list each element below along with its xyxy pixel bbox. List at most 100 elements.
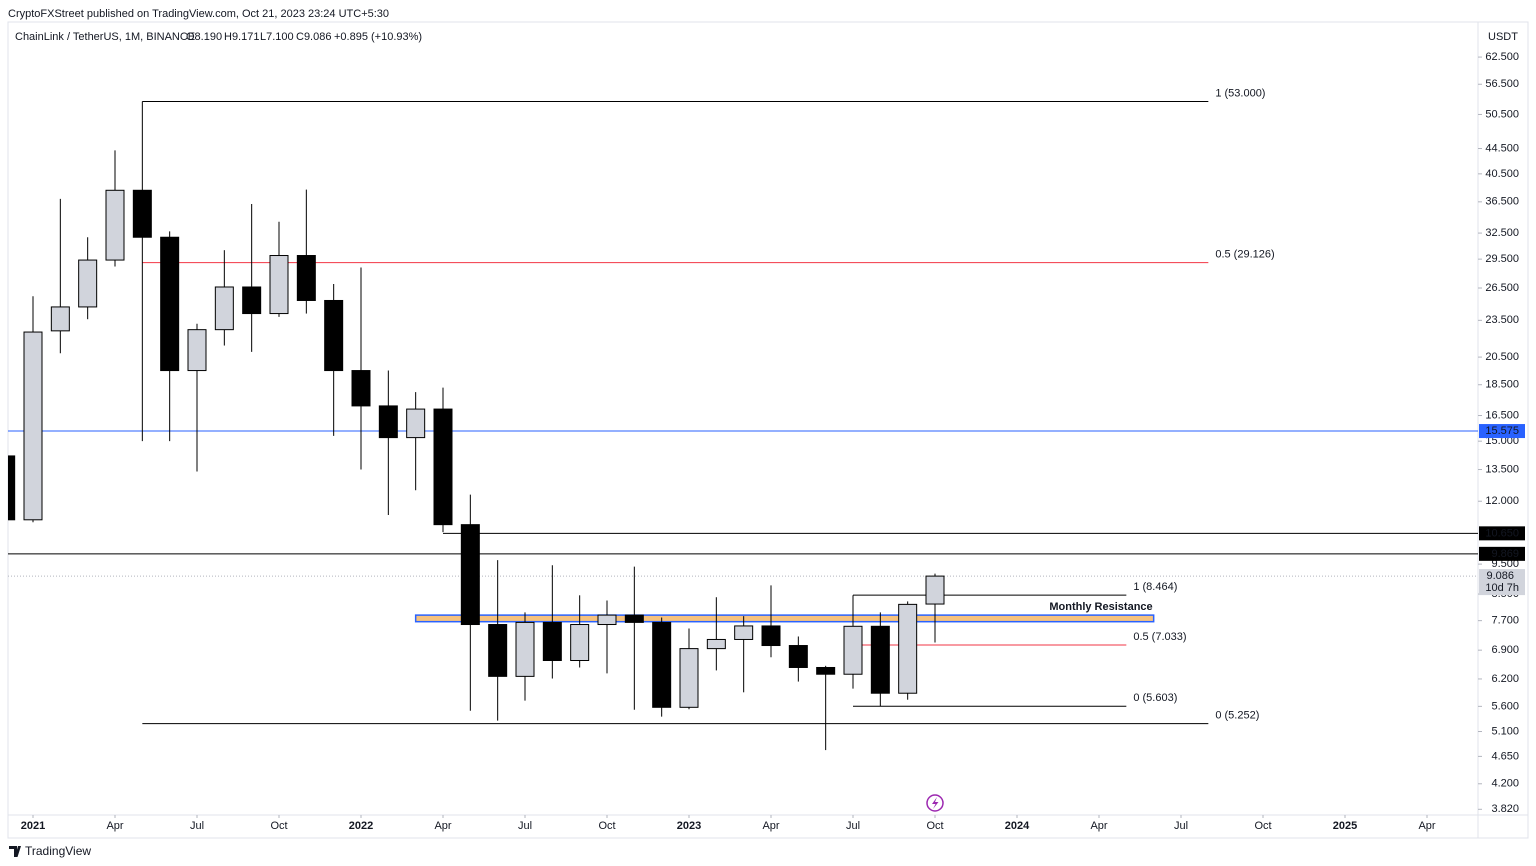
brand: TradingView (25, 844, 91, 858)
y-tick-label: 6.900 (1491, 644, 1519, 656)
candle-body (8, 455, 16, 521)
price-label: 15.575 (1485, 425, 1519, 437)
resistance-label: Monthly Resistance (1049, 601, 1152, 613)
candle-body (351, 370, 371, 407)
y-tick-label: 26.500 (1485, 282, 1519, 294)
countdown-label: 10d 7h (1485, 582, 1519, 594)
y-tick-label: 5.600 (1491, 700, 1519, 712)
price-label: 9.869 (1491, 548, 1519, 560)
x-tick-label: Oct (926, 820, 943, 832)
candle-body (542, 621, 562, 662)
candle-body (78, 259, 98, 308)
y-tick-label: 44.500 (1485, 142, 1519, 154)
x-tick-label: Oct (598, 820, 615, 832)
fib-label: 0 (5.252) (1215, 710, 1259, 722)
ohlc-value: O8.190 (186, 31, 222, 43)
candle-body (925, 575, 945, 605)
candle-body (761, 625, 781, 647)
y-tick-label: 3.820 (1491, 803, 1519, 815)
candle-body (624, 614, 644, 623)
x-tick-label: 2025 (1333, 820, 1357, 832)
candle-body (734, 625, 754, 640)
ohlc-value: +0.895 (+10.93%) (334, 31, 422, 43)
x-tick-label: Apr (434, 820, 451, 832)
x-tick-label: 2021 (21, 820, 45, 832)
resistance-zone (414, 614, 1155, 623)
fib-label: 1 (8.464) (1133, 581, 1177, 593)
candle-body (706, 638, 726, 650)
x-tick-label: 2024 (1005, 820, 1030, 832)
y-tick-label: 20.500 (1485, 351, 1519, 363)
candle-body (898, 603, 918, 694)
candle-body (23, 331, 43, 521)
x-tick-label: 2023 (677, 820, 701, 832)
candle-body (433, 408, 453, 526)
x-tick-label: Apr (106, 820, 123, 832)
fib-label: 0.5 (7.033) (1133, 631, 1186, 643)
ohlc-value: C9.086 (296, 31, 331, 43)
x-tick-label: Jul (846, 820, 860, 832)
y-tick-label: 13.500 (1485, 463, 1519, 475)
symbol: ChainLink / TetherUS, 1M, BINANCE (15, 31, 195, 43)
candle-body (324, 299, 344, 372)
candle-body (597, 614, 617, 626)
x-tick-label: Oct (270, 820, 287, 832)
candle-body (406, 408, 426, 439)
candle-body (788, 645, 808, 668)
candle-body (214, 286, 234, 331)
candle-body (105, 189, 125, 261)
ohlc-value: H9.171 (224, 31, 259, 43)
candle-body (570, 624, 590, 662)
brand-logo: TradingView (9, 844, 91, 858)
candle-body (132, 189, 152, 238)
fib-label: 0.5 (29.126) (1215, 248, 1274, 260)
candle-body (816, 666, 836, 675)
price-label-box (1479, 424, 1525, 439)
candle-body (50, 306, 70, 332)
y-tick-label: 7.700 (1491, 615, 1519, 627)
candle-body (187, 329, 207, 372)
fib-label: 1 (53.000) (1215, 87, 1265, 99)
candle-body (296, 255, 316, 301)
y-tick-label: 29.500 (1485, 253, 1519, 265)
price-label-box (1479, 546, 1525, 561)
y-tick-label: 62.500 (1485, 51, 1519, 63)
x-tick-label: Oct (1254, 820, 1271, 832)
y-tick-label: 32.500 (1485, 227, 1519, 239)
y-tick-label: 9.500 (1491, 558, 1519, 570)
y-tick-label: 23.500 (1485, 314, 1519, 326)
x-tick-label: Jul (518, 820, 532, 832)
price-label: 10.650 (1485, 527, 1519, 539)
y-tick-label: 15.000 (1485, 435, 1519, 447)
plot-area (8, 100, 1478, 751)
candle-body (242, 286, 262, 315)
y-tick-label: 36.500 (1485, 196, 1519, 208)
candle-body (515, 621, 535, 677)
candle-body (460, 524, 480, 626)
candle-body (269, 255, 289, 315)
candle-body (160, 236, 180, 372)
fib-label: 0 (5.603) (1133, 692, 1177, 704)
y-tick-label: 4.200 (1491, 778, 1519, 790)
y-tick-label: 50.500 (1485, 108, 1519, 120)
x-tick-label: Apr (1418, 820, 1435, 832)
x-tick-label: Apr (762, 820, 779, 832)
y-tick-label: 18.500 (1485, 379, 1519, 391)
y-tick-label: 40.500 (1485, 168, 1519, 180)
candle-body (870, 625, 890, 694)
candle-body (652, 621, 672, 708)
y-tick-label: 6.200 (1491, 673, 1519, 685)
candle-body (488, 624, 508, 677)
y-tick-label: 56.500 (1485, 78, 1519, 90)
y-tick-label: 4.650 (1491, 750, 1519, 762)
publisher-line: CryptoFXStreet published on TradingView.… (8, 8, 389, 20)
price-label-box (1479, 526, 1525, 541)
x-tick-label: 2022 (349, 820, 373, 832)
candle-body (679, 648, 699, 708)
y-axis-label: USDT (1488, 31, 1518, 43)
x-tick-label: Jul (1174, 820, 1188, 832)
candle-body (843, 625, 863, 675)
x-tick-label: Jul (190, 820, 204, 832)
candle-body (378, 405, 398, 439)
